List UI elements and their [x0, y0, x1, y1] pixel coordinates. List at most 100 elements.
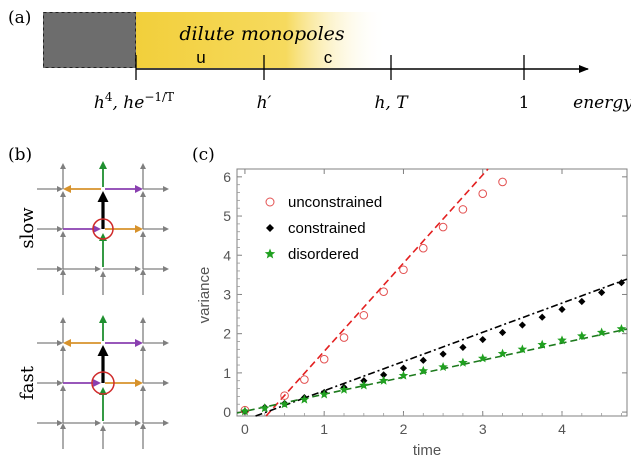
slow-label: slow: [17, 207, 38, 249]
grid-arrow: [103, 266, 141, 272]
point-unconstrained: [300, 375, 309, 384]
point-disordered: [359, 380, 369, 390]
point-constrained: [419, 356, 427, 364]
y-tick-label: 2: [223, 326, 231, 342]
grid-arrow: [37, 420, 63, 426]
grid-arrow: [143, 186, 169, 192]
fit-line-unconstrained: [265, 168, 489, 417]
point-constrained: [518, 321, 526, 329]
grid-arrow: [143, 340, 169, 346]
green-arrow: [99, 161, 107, 187]
grid-arrow: [143, 266, 169, 272]
point-constrained: [538, 313, 546, 321]
purple-arrow: [63, 225, 101, 233]
region-u-label: u: [196, 48, 205, 67]
point-constrained: [380, 371, 388, 379]
grid-arrow: [140, 231, 146, 269]
point-disordered: [418, 365, 429, 375]
y-tick-label: 3: [223, 286, 231, 302]
point-unconstrained: [319, 354, 329, 364]
grid-arrow: [60, 423, 66, 449]
grid-arrow: [60, 317, 66, 343]
grid-arrow: [140, 317, 146, 343]
grid-arrow: [37, 380, 63, 386]
point-disordered: [458, 357, 468, 367]
grid-arrow: [60, 191, 66, 229]
grid-arrow: [140, 423, 146, 449]
grid-arrow: [37, 226, 63, 232]
grid-arrow: [60, 269, 66, 295]
legend-label-unconstrained: unconstrained: [288, 194, 382, 211]
grid-arrow: [143, 420, 169, 426]
grid-arrow: [140, 269, 146, 295]
grid-arrow: [140, 345, 146, 383]
point-constrained: [479, 335, 487, 344]
y-tick-label: 1: [223, 365, 231, 381]
fit-line-constrained: [255, 278, 628, 417]
point-disordered: [557, 335, 567, 345]
grid-arrow: [100, 425, 106, 449]
grid-arrow: [60, 163, 66, 189]
point-constrained: [399, 364, 408, 372]
grid-arrow: [63, 420, 101, 426]
point-disordered: [299, 394, 310, 404]
legend-label-constrained: constrained: [288, 220, 366, 237]
point-disordered: [339, 384, 349, 394]
grid-arrow: [140, 385, 146, 423]
fast-label: fast: [17, 365, 38, 400]
plot-frame: [236, 168, 628, 417]
legend-marker-disordered: [264, 248, 276, 259]
grid-arrow: [60, 345, 66, 383]
x-tick-label: 0: [241, 421, 249, 437]
gray-region-outline: [43, 12, 136, 68]
point-constrained: [617, 279, 626, 287]
point-unconstrained: [379, 287, 388, 297]
panel-b: (b) slow fast: [8, 145, 169, 449]
y-tick-label: 6: [223, 169, 231, 185]
grid-arrow: [37, 266, 63, 272]
x-tick-label: 2: [400, 421, 408, 437]
x-tick-label: 1: [320, 421, 328, 437]
orange-arrow: [105, 379, 143, 387]
point-disordered: [616, 323, 627, 334]
grid-arrow: [63, 266, 101, 272]
plot-markers: [240, 177, 627, 416]
legend-marker-constrained: [266, 224, 274, 232]
point-constrained: [459, 343, 467, 351]
grid-arrow: [103, 420, 141, 426]
point-disordered: [596, 327, 607, 337]
plot-axes: 0 1 2 3 4 0 1 2 3 4 5 6: [223, 169, 627, 437]
point-constrained: [598, 288, 606, 297]
point-constrained: [498, 328, 507, 337]
orange-arrow: [63, 185, 101, 193]
green-arrow: [99, 315, 107, 341]
point-disordered: [438, 361, 448, 372]
point-unconstrained: [438, 222, 448, 232]
point-unconstrained: [399, 265, 408, 275]
point-constrained: [578, 297, 586, 306]
region-c-label: c: [324, 48, 333, 67]
monopole-ring: [91, 371, 115, 395]
grid-arrow: [37, 340, 63, 346]
energy-axis-label: energy: [573, 93, 631, 113]
legend: unconstrained constrained disordered: [264, 194, 382, 263]
panel-c: (c) 0 1 2 3 4 0 1 2 3 4 5 6 unconstrained constrain…: [192, 145, 628, 459]
grid-arrow: [140, 191, 146, 229]
panel-a-label: (a): [8, 8, 31, 28]
green-arrow: [99, 387, 107, 421]
gray-region-block: [43, 12, 136, 68]
tick-label-hprime: h′: [257, 93, 272, 113]
point-disordered: [537, 339, 547, 349]
purple-arrow: [105, 339, 143, 347]
orange-arrow: [105, 225, 143, 233]
legend-label-disordered: disordered: [288, 246, 359, 263]
point-unconstrained: [359, 310, 369, 320]
grid-arrow: [60, 385, 66, 423]
lattice-slow: [37, 161, 169, 295]
orange-arrow: [63, 339, 101, 347]
panel-a: (a) dilute monopoles u c h4, he−1/T h′ h…: [8, 8, 631, 113]
point-disordered: [398, 370, 409, 380]
point-disordered: [378, 375, 389, 385]
tick-label-h4: h4, he−1/T: [94, 90, 174, 113]
